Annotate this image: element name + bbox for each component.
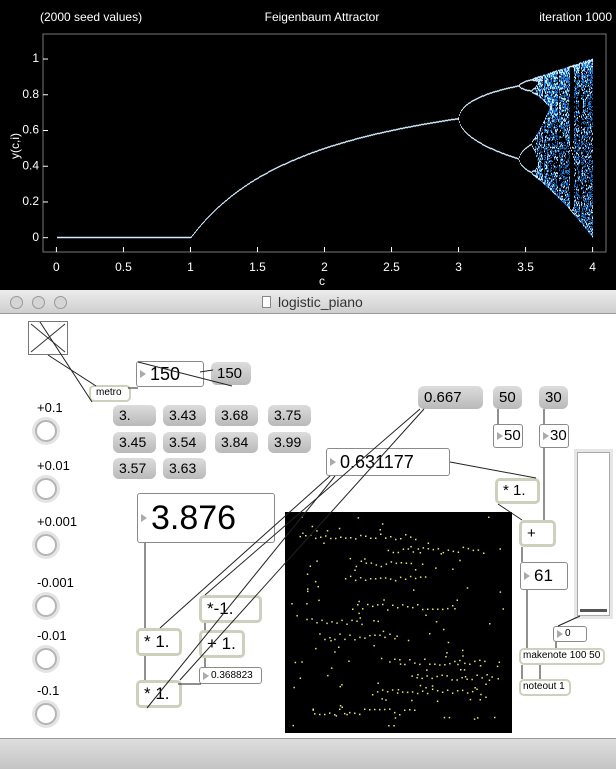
toggle-cross [29, 322, 67, 354]
increment-button[interactable] [35, 534, 57, 556]
slider-number[interactable]: 0 [553, 626, 587, 642]
x-tick-label: 1.5 [249, 260, 266, 274]
y-tick-label: 0.4 [22, 158, 39, 172]
increment-button[interactable] [35, 703, 57, 725]
add-object[interactable]: + [519, 520, 556, 547]
plot-background [0, 0, 616, 290]
y-tick-label: 0.2 [22, 194, 39, 208]
multiply-object-a[interactable]: * 1. [136, 628, 182, 656]
preset-message[interactable]: 3.68 [215, 405, 258, 426]
plot-title: Feigenbaum Attractor [265, 10, 380, 24]
screen: (2000 seed values) Feigenbaum Attractor … [0, 0, 616, 769]
slider[interactable] [577, 452, 610, 616]
x-tick-label: 2 [321, 260, 328, 274]
increment-label: -0.001 [37, 575, 74, 590]
y-tick-label: 0.8 [22, 87, 39, 101]
x-tick-label: 3.5 [517, 260, 534, 274]
preset-message[interactable]: 3.43 [163, 405, 206, 426]
increment-button[interactable] [35, 595, 57, 617]
zoom-button[interactable] [54, 296, 67, 309]
metro-object[interactable]: metro [89, 385, 131, 402]
x-number[interactable]: 0.631177 [326, 448, 450, 476]
x-tick-label: 0 [53, 260, 60, 274]
x-tick-label: 4 [589, 260, 596, 274]
seed-message[interactable]: 0.667 [418, 386, 483, 409]
increment-label: +0.001 [37, 514, 77, 529]
window-title: logistic_piano [278, 294, 363, 310]
number-30[interactable]: 30 [539, 424, 569, 448]
increment-label: +0.01 [37, 458, 70, 473]
message-50[interactable]: 50 [493, 386, 522, 409]
increment-label: -0.1 [37, 683, 59, 698]
y-axis-label: y(c,i) [8, 133, 22, 159]
tempo-message[interactable]: 150 [211, 362, 251, 385]
scale-object[interactable]: * 1. [495, 478, 540, 504]
document-icon [262, 296, 271, 308]
y-tick-label: 1 [32, 51, 39, 65]
bifurcation-plot: (2000 seed values) Feigenbaum Attractor … [0, 0, 616, 290]
noteout-object[interactable]: noteout 1 [519, 679, 571, 696]
multiply-object-b[interactable]: * 1. [136, 680, 182, 708]
plus-one-object[interactable]: + 1. [199, 630, 245, 658]
y-tick-label: 0 [32, 230, 39, 244]
increment-label: +0.1 [37, 400, 63, 415]
increment-button[interactable] [35, 420, 57, 442]
plot-subtitle: (2000 seed values) [40, 10, 142, 24]
minimize-button[interactable] [32, 296, 45, 309]
number-50[interactable]: 50 [493, 424, 523, 448]
close-button[interactable] [10, 296, 23, 309]
tempo-number[interactable]: 150 [136, 361, 204, 387]
toolbar [0, 738, 616, 769]
patch-cord [558, 616, 580, 626]
preset-message[interactable]: 3. [113, 405, 156, 426]
increment-button[interactable] [35, 648, 57, 670]
message-30[interactable]: 30 [539, 386, 568, 409]
preset-message[interactable]: 3.75 [268, 405, 311, 426]
patch-cord [450, 462, 536, 478]
makenote-object[interactable]: makenote 100 50 [519, 648, 605, 665]
preset-message[interactable]: 3.54 [163, 432, 206, 453]
preset-message[interactable]: 3.45 [113, 432, 156, 453]
plot-iteration: iteration 1000 [539, 10, 612, 24]
increment-button[interactable] [35, 478, 57, 500]
c-number[interactable]: 3.876 [137, 493, 275, 543]
x-axis-label: c [319, 274, 325, 288]
patch-cord [48, 355, 96, 386]
preset-message[interactable]: 3.57 [113, 458, 156, 479]
x-tick-label: 2.5 [383, 260, 400, 274]
preset-message[interactable]: 3.63 [163, 458, 206, 479]
negate-object[interactable]: *-1. [199, 595, 262, 623]
x-tick-label: 3 [455, 260, 462, 274]
preset-message[interactable]: 3.84 [215, 432, 258, 453]
y-tick-label: 0.6 [22, 123, 39, 137]
x-tick-label: 1 [187, 260, 194, 274]
x-tick-label: 0.5 [115, 260, 132, 274]
display-background [285, 512, 512, 733]
preset-message[interactable]: 3.99 [268, 432, 311, 453]
note-number[interactable]: 61 [520, 562, 568, 590]
toggle[interactable] [28, 321, 68, 355]
one-minus-x-number[interactable]: 0.368823 [199, 667, 262, 684]
increment-label: -0.01 [37, 628, 67, 643]
slider-knob[interactable] [580, 609, 607, 612]
lcd-display [285, 512, 512, 733]
